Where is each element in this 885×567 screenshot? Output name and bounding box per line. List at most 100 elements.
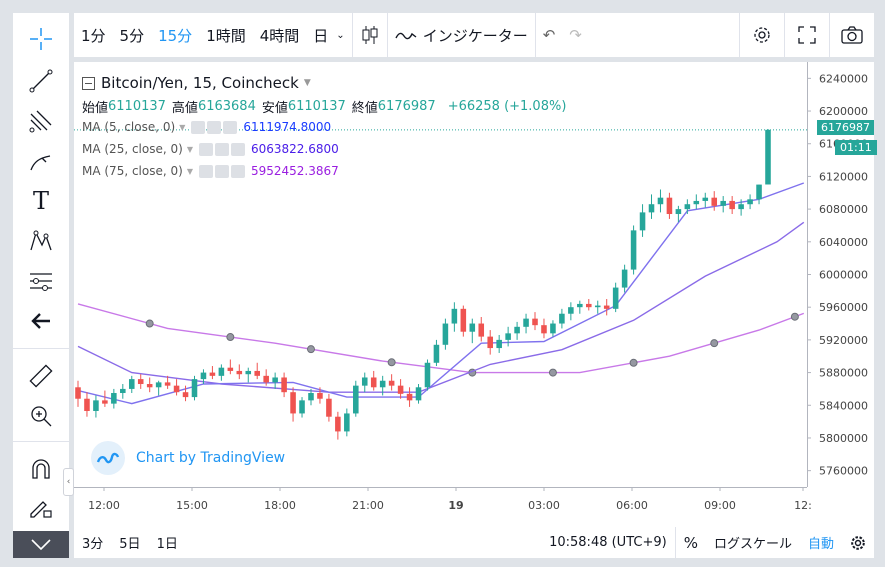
range-3m[interactable]: 3分 [82, 537, 104, 552]
ma5-value: 6111974.8000 [243, 120, 332, 134]
candle-body [164, 382, 171, 386]
log-scale-button[interactable]: ログスケール [713, 537, 792, 552]
back-button[interactable] [13, 303, 69, 339]
chart-panel[interactable]: 5760000 5800000 5840000 5880000 5920000 59600… [74, 62, 877, 527]
candle-body [630, 230, 637, 270]
ma25-line [77, 221, 805, 393]
ma5-controls[interactable] [191, 120, 238, 134]
fib-tool[interactable] [13, 103, 69, 139]
crosshair-tool[interactable] [13, 21, 69, 57]
interval-1m[interactable]: 1分 [81, 26, 106, 45]
magnet-tool[interactable] [13, 451, 69, 487]
time-axis[interactable]: 12:00 15:00 18:00 21:00 19 03:00 06:00 09:00 12: [74, 487, 812, 512]
time-tick-label: 06:00 [616, 499, 648, 512]
ma75-legend[interactable]: MA (75, close, 0) ▼ 5952452.3867 [82, 164, 339, 178]
interval-day-dropdown[interactable]: 日 ⌄ [306, 13, 351, 57]
range-5d[interactable]: 5日 [119, 537, 141, 552]
hide-drawings-tool[interactable] [13, 531, 69, 558]
indicators-label: インジケーター [422, 26, 528, 45]
time-tick-label: 15:00 [176, 499, 208, 512]
chart-settings-button[interactable] [842, 527, 874, 558]
screenshot-button[interactable] [830, 13, 874, 57]
redo-icon: ↷ [569, 26, 582, 44]
candle-body [137, 379, 144, 385]
gear-icon[interactable] [207, 120, 222, 134]
eye-icon[interactable] [198, 164, 213, 178]
measure-tool[interactable] [13, 358, 69, 394]
candle-body [245, 370, 252, 375]
undo-icon: ↶ [542, 26, 556, 44]
candle-body [254, 370, 260, 376]
pitchfork-icon [29, 110, 52, 133]
price-tick-label: 5960000 [819, 301, 868, 314]
gear-icon[interactable] [214, 142, 229, 156]
ma75-marker [548, 368, 557, 377]
candle-body [603, 305, 610, 309]
clock[interactable]: 10:58:48 (UTC+9) [549, 535, 667, 550]
pattern-tool[interactable] [13, 223, 69, 259]
ma25-legend[interactable]: MA (25, close, 0) ▼ 6063822.6800 [82, 142, 339, 156]
separator [386, 13, 388, 57]
candle-body [120, 388, 126, 394]
collapse-legend-icon[interactable] [82, 76, 95, 90]
undo-button[interactable]: ↶ [536, 13, 563, 57]
gear-icon [754, 27, 770, 43]
candle-body [128, 379, 135, 389]
candle-body [756, 184, 762, 200]
collapse-panel-handle[interactable]: ‹ [63, 468, 74, 496]
fullscreen-button[interactable] [785, 13, 829, 57]
settings-button[interactable] [740, 13, 784, 57]
close-icon[interactable] [230, 164, 245, 178]
lock-drawings-tool[interactable] [13, 489, 69, 525]
ma75-value: 5952452.3867 [250, 164, 339, 178]
interval-5m[interactable]: 5分 [119, 26, 145, 45]
close-icon[interactable] [223, 120, 238, 134]
chart-type-button[interactable] [353, 13, 387, 57]
ma75-marker [387, 358, 396, 367]
gear-icon[interactable] [214, 164, 229, 178]
eye-icon[interactable] [198, 142, 213, 156]
range-1d[interactable]: 1日 [156, 537, 178, 552]
candle-body [720, 200, 726, 206]
ohlc-row: 始値 6110137 高値 6163684 安値 6110137 終値 6176987 … [82, 97, 566, 116]
trend-line-tool[interactable] [13, 63, 69, 99]
indicators-button[interactable]: インジケーター [388, 13, 535, 57]
interval-4h[interactable]: 4時間 [259, 26, 300, 45]
tradingview-watermark[interactable]: Chart by TradingView [90, 440, 285, 476]
auto-scale-button[interactable]: 自動 [807, 537, 834, 552]
separator [674, 527, 676, 558]
ma5-legend[interactable]: MA (5, close, 0) ▼ 6111974.8000 [82, 120, 331, 134]
interval-1h[interactable]: 1時間 [206, 26, 246, 45]
candle-body [612, 287, 619, 309]
candle-body [263, 375, 269, 383]
price-tick-label: 5880000 [819, 367, 868, 380]
ma75-controls[interactable] [198, 164, 245, 178]
prediction-tool[interactable] [13, 263, 69, 299]
text-tool[interactable]: T [13, 183, 69, 219]
ma25-controls[interactable] [198, 142, 245, 156]
price-tick-label: 6200000 [819, 105, 868, 118]
candle-body [747, 199, 753, 205]
redo-button[interactable]: ↷ [562, 13, 589, 57]
zoom-tool[interactable] [13, 398, 69, 434]
candle-body [317, 393, 323, 399]
chevron-down-icon: ▼ [186, 144, 193, 154]
zoom-in-icon [31, 406, 52, 427]
candle-body [550, 323, 556, 334]
close-icon[interactable] [230, 142, 245, 156]
interval-15m[interactable]: 15分 [158, 26, 193, 45]
candle-body [559, 313, 565, 324]
candle-body [568, 307, 574, 314]
price-chart[interactable]: 5760000 5800000 5840000 5880000 5920000 59600… [74, 62, 874, 527]
drawing-toolbar: T [13, 13, 69, 558]
price-axis[interactable]: 5760000 5800000 5840000 5880000 5920000 59600… [807, 62, 868, 487]
brush-tool[interactable] [13, 143, 69, 179]
candle-body [496, 339, 502, 349]
candle-body [93, 400, 99, 411]
ma75-marker [629, 358, 638, 367]
last-price-value: 6176987 [821, 121, 870, 134]
candle-body [173, 385, 180, 393]
eye-icon[interactable] [191, 120, 206, 134]
percent-scale-button[interactable]: % [683, 533, 698, 552]
candle-body [451, 308, 458, 324]
